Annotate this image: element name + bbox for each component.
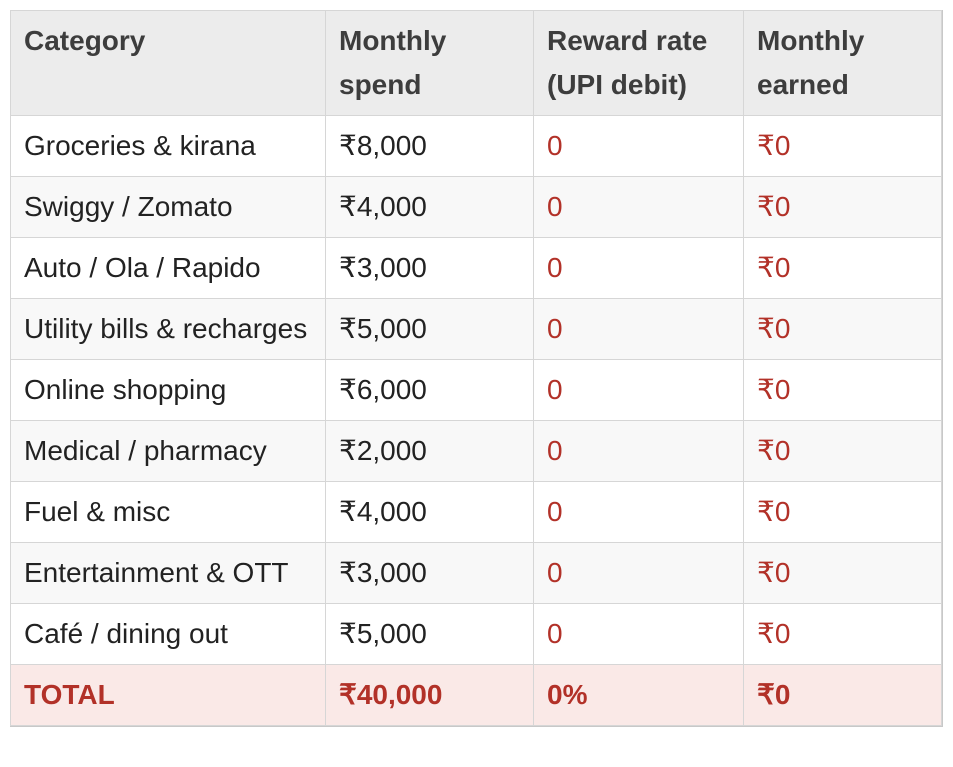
spend-cell: ₹3,000 [325, 237, 534, 299]
total-rate-cell: 0% [533, 664, 744, 726]
category-cell: Café / dining out [10, 603, 326, 665]
table-row: Groceries & kirana ₹8,000 0 ₹0 [10, 115, 942, 177]
category-cell: Groceries & kirana [10, 115, 326, 177]
upi-rewards-table: Category Monthly spend Reward rate (UPI de… [10, 10, 942, 726]
table-row: Swiggy / Zomato ₹4,000 0 ₹0 [10, 176, 942, 238]
category-cell: Entertainment & OTT [10, 542, 326, 604]
spend-cell: ₹6,000 [325, 359, 534, 421]
rate-cell: 0 [533, 481, 744, 543]
table-row: Online shopping ₹6,000 0 ₹0 [10, 359, 942, 421]
category-cell: Fuel & misc [10, 481, 326, 543]
spend-cell: ₹5,000 [325, 603, 534, 665]
total-row: TOTAL ₹40,000 0% ₹0 [10, 664, 942, 726]
earned-cell: ₹0 [743, 420, 942, 482]
earned-cell: ₹0 [743, 481, 942, 543]
earned-cell: ₹0 [743, 603, 942, 665]
table-body: Groceries & kirana ₹8,000 0 ₹0 Swiggy / Zoma… [10, 115, 942, 726]
rate-cell: 0 [533, 542, 744, 604]
spend-cell: ₹5,000 [325, 298, 534, 360]
rate-cell: 0 [533, 298, 744, 360]
header-row: Category Monthly spend Reward rate (UPI de… [10, 10, 942, 116]
column-header-category: Category [10, 10, 326, 116]
rate-cell: 0 [533, 237, 744, 299]
table-row: Auto / Ola / Rapido ₹3,000 0 ₹0 [10, 237, 942, 299]
earned-cell: ₹0 [743, 115, 942, 177]
category-cell: Medical / pharmacy [10, 420, 326, 482]
earned-cell: ₹0 [743, 542, 942, 604]
total-spend-cell: ₹40,000 [325, 664, 534, 726]
earned-cell: ₹0 [743, 176, 942, 238]
rate-cell: 0 [533, 115, 744, 177]
column-header-earned: Monthly earned [743, 10, 942, 116]
table-row: Café / dining out ₹5,000 0 ₹0 [10, 603, 942, 665]
earned-cell: ₹0 [743, 237, 942, 299]
category-cell: Utility bills & recharges [10, 298, 326, 360]
spend-cell: ₹3,000 [325, 542, 534, 604]
total-category-cell: TOTAL [10, 664, 326, 726]
column-header-spend: Monthly spend [325, 10, 534, 116]
rate-cell: 0 [533, 359, 744, 421]
spend-cell: ₹2,000 [325, 420, 534, 482]
column-header-rate: Reward rate (UPI debit) [533, 10, 744, 116]
spend-cell: ₹4,000 [325, 176, 534, 238]
spend-cell: ₹4,000 [325, 481, 534, 543]
total-earned-cell: ₹0 [743, 664, 942, 726]
rewards-table-container: Category Monthly spend Reward rate (UPI de… [10, 10, 943, 727]
category-cell: Swiggy / Zomato [10, 176, 326, 238]
table-row: Entertainment & OTT ₹3,000 0 ₹0 [10, 542, 942, 604]
category-cell: Online shopping [10, 359, 326, 421]
rate-cell: 0 [533, 176, 744, 238]
table-header: Category Monthly spend Reward rate (UPI de… [10, 10, 942, 116]
table-row: Medical / pharmacy ₹2,000 0 ₹0 [10, 420, 942, 482]
rate-cell: 0 [533, 603, 744, 665]
table-row: Fuel & misc ₹4,000 0 ₹0 [10, 481, 942, 543]
category-cell: Auto / Ola / Rapido [10, 237, 326, 299]
table-row: Utility bills & recharges ₹5,000 0 ₹0 [10, 298, 942, 360]
earned-cell: ₹0 [743, 298, 942, 360]
earned-cell: ₹0 [743, 359, 942, 421]
rate-cell: 0 [533, 420, 744, 482]
spend-cell: ₹8,000 [325, 115, 534, 177]
